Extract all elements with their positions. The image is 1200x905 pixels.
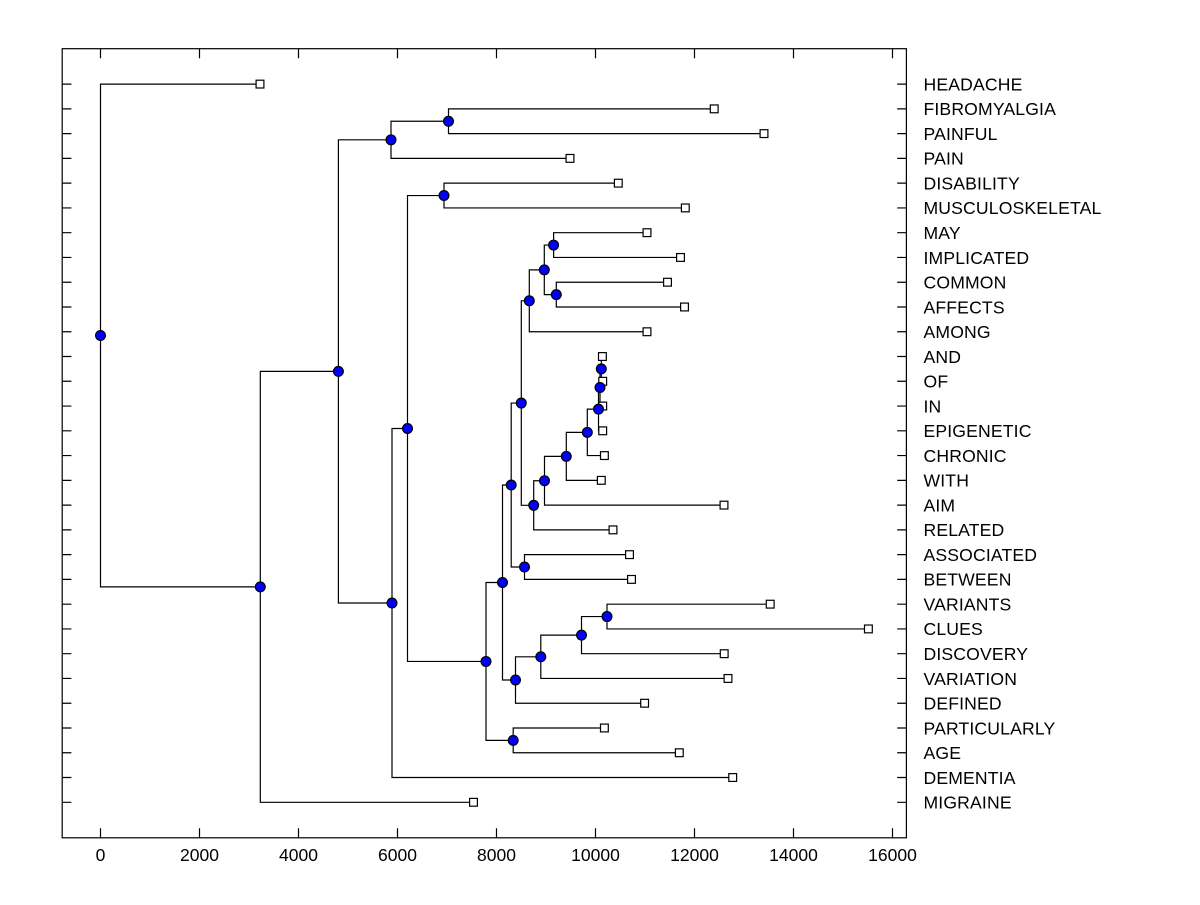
svg-text:OF: OF xyxy=(924,372,949,392)
svg-text:AND: AND xyxy=(924,347,962,367)
svg-text:AFFECTS: AFFECTS xyxy=(924,297,1005,317)
svg-text:CLUES: CLUES xyxy=(924,619,983,639)
svg-text:ASSOCIATED: ASSOCIATED xyxy=(924,545,1038,565)
svg-text:16000: 16000 xyxy=(868,845,917,865)
svg-text:AGE: AGE xyxy=(924,743,962,763)
svg-text:DISCOVERY: DISCOVERY xyxy=(924,644,1029,664)
svg-text:VARIANTS: VARIANTS xyxy=(924,594,1012,614)
svg-text:12000: 12000 xyxy=(670,845,719,865)
svg-text:6000: 6000 xyxy=(378,845,417,865)
svg-text:VARIATION: VARIATION xyxy=(924,669,1018,689)
svg-text:DEMENTIA: DEMENTIA xyxy=(924,768,1016,788)
svg-text:BETWEEN: BETWEEN xyxy=(924,570,1012,590)
svg-text:RELATED: RELATED xyxy=(924,520,1005,540)
svg-text:4000: 4000 xyxy=(279,845,318,865)
svg-text:AMONG: AMONG xyxy=(924,322,991,342)
svg-text:PAINFUL: PAINFUL xyxy=(924,124,998,144)
svg-text:COMMON: COMMON xyxy=(924,273,1007,293)
svg-text:FIBROMYALGIA: FIBROMYALGIA xyxy=(924,99,1057,119)
svg-text:WITH: WITH xyxy=(924,471,970,491)
svg-text:CHRONIC: CHRONIC xyxy=(924,446,1007,466)
svg-text:MAY: MAY xyxy=(924,223,961,243)
svg-text:HEADACHE: HEADACHE xyxy=(924,74,1023,94)
svg-text:IMPLICATED: IMPLICATED xyxy=(924,248,1030,268)
svg-text:10000: 10000 xyxy=(571,845,620,865)
svg-text:0: 0 xyxy=(96,845,106,865)
svg-text:8000: 8000 xyxy=(477,845,516,865)
svg-text:2000: 2000 xyxy=(180,845,219,865)
svg-text:DEFINED: DEFINED xyxy=(924,694,1002,714)
svg-text:PAIN: PAIN xyxy=(924,149,964,169)
svg-text:DISABILITY: DISABILITY xyxy=(924,173,1020,193)
svg-text:14000: 14000 xyxy=(769,845,818,865)
svg-text:MIGRAINE: MIGRAINE xyxy=(924,793,1012,813)
svg-text:PARTICULARLY: PARTICULARLY xyxy=(924,718,1056,738)
svg-text:IN: IN xyxy=(924,396,942,416)
svg-text:EPIGENETIC: EPIGENETIC xyxy=(924,421,1032,441)
svg-text:MUSCULOSKELETAL: MUSCULOSKELETAL xyxy=(924,198,1102,218)
svg-text:AIM: AIM xyxy=(924,495,956,515)
